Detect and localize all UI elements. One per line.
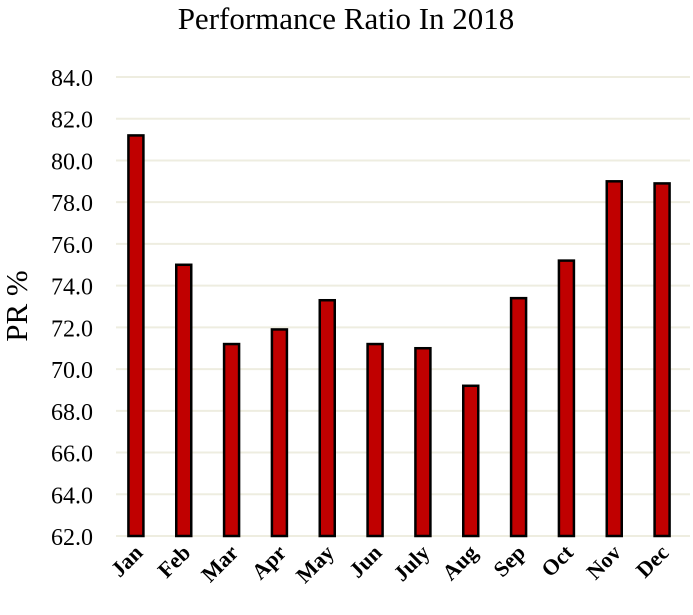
bar-sep: [509, 296, 528, 538]
y-tick-label: 78.0: [51, 191, 93, 217]
bar-feb: [175, 263, 193, 538]
bar-oct: [557, 259, 576, 538]
bar-july: [414, 346, 432, 538]
bar-aug: [462, 384, 480, 538]
x-tick-label: Oct: [536, 539, 578, 581]
x-tick-label: Jun: [344, 540, 387, 583]
x-tick-label: Jan: [106, 540, 148, 582]
y-tick-label: 66.0: [51, 442, 93, 468]
x-tick-label: July: [388, 540, 434, 586]
x-tick-label: May: [291, 540, 339, 588]
bar-mar: [222, 342, 241, 538]
bar-may: [318, 298, 336, 538]
y-tick-label: 74.0: [51, 275, 93, 301]
bar-jan: [127, 134, 145, 538]
bar-nov: [605, 180, 623, 538]
x-tick-label: Apr: [246, 540, 291, 585]
bar-dec: [653, 182, 671, 538]
x-tick-label: Nov: [581, 540, 625, 584]
y-tick-label: 70.0: [51, 358, 93, 384]
y-tick-label: 82.0: [51, 108, 93, 134]
x-tick-label: Aug: [437, 540, 482, 585]
y-tick-label: 84.0: [51, 66, 93, 92]
chart-title: Performance Ratio In 2018: [178, 1, 515, 36]
y-tick-label: 68.0: [51, 400, 93, 426]
x-tick-label: Dec: [631, 540, 674, 583]
y-axis-label: PR %: [0, 270, 34, 342]
bar-jun: [366, 342, 384, 538]
x-tick-label: Sep: [488, 540, 530, 582]
y-tick-label: 76.0: [51, 233, 93, 259]
y-tick-label: 64.0: [51, 483, 93, 509]
x-tick-label: Feb: [153, 540, 196, 583]
y-tick-label: 72.0: [51, 316, 93, 342]
x-tick-label: Mar: [196, 540, 243, 587]
bar-apr: [270, 328, 289, 538]
y-tick-label: 62.0: [51, 525, 93, 551]
y-tick-label: 80.0: [51, 149, 93, 175]
